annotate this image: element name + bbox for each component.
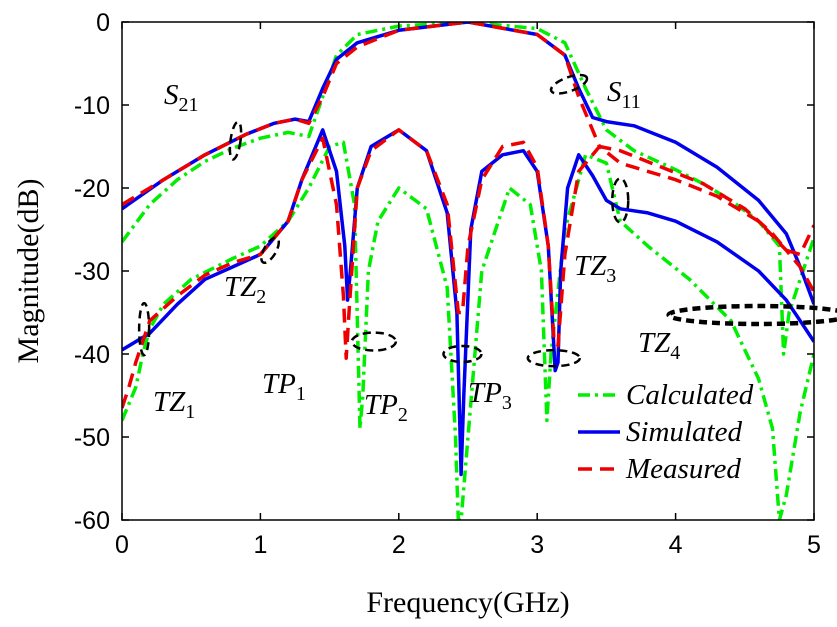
legend: Calculated Simulated Measured bbox=[578, 379, 754, 485]
annotation-tp1: TP1 bbox=[262, 368, 306, 405]
y-tick-label: 0 bbox=[96, 9, 110, 37]
marker-ring bbox=[442, 344, 483, 364]
annotation-layer: S21 S11 TZ1 TZ2 TZ3 TZ4 TP1 TP2 TP3 bbox=[153, 76, 680, 426]
y-tick-label: -30 bbox=[74, 258, 110, 286]
marker-ring bbox=[610, 177, 630, 224]
measured-s21-line bbox=[122, 22, 814, 257]
tick-layer: 0 1 2 3 4 5 0 -10 -20 -30 -40 -50 -60 bbox=[74, 9, 821, 559]
annotation-tz4: TZ4 bbox=[638, 327, 680, 364]
legend-label-measured: Measured bbox=[625, 453, 741, 485]
y-tick-label: -20 bbox=[74, 175, 110, 203]
x-tick-label: 5 bbox=[807, 531, 821, 559]
annotation-tz3: TZ3 bbox=[574, 250, 616, 287]
simulated-s11-line bbox=[122, 128, 814, 477]
y-tick-label: -60 bbox=[74, 507, 110, 535]
x-tick-label: 3 bbox=[530, 531, 544, 559]
y-tick-label: -10 bbox=[74, 92, 110, 120]
x-tick-label: 1 bbox=[253, 531, 267, 559]
y-axis-label: Magnitude(dB) bbox=[12, 179, 45, 364]
y-tick-label: -40 bbox=[74, 341, 110, 369]
annotation-tp2: TP2 bbox=[364, 389, 408, 426]
legend-label-calculated: Calculated bbox=[626, 379, 754, 411]
annotation-tz1: TZ1 bbox=[153, 386, 195, 423]
calculated-s11-line bbox=[122, 140, 814, 520]
marker-ring bbox=[666, 303, 837, 327]
x-tick-label: 2 bbox=[392, 531, 406, 559]
annotation-s21: S21 bbox=[164, 79, 199, 116]
marker-ring bbox=[260, 236, 281, 264]
marker-ring bbox=[228, 120, 243, 161]
measured-s11-line bbox=[122, 128, 814, 409]
marker-ring-layer bbox=[137, 73, 837, 368]
marker-ring bbox=[137, 301, 151, 357]
marker-ring bbox=[549, 73, 589, 95]
x-tick-label: 4 bbox=[669, 531, 683, 559]
annotation-s11: S11 bbox=[607, 76, 641, 113]
annotation-tp3: TP3 bbox=[468, 377, 512, 414]
legend-label-simulated: Simulated bbox=[626, 416, 742, 448]
curve-layer bbox=[122, 22, 814, 520]
annotation-tz2: TZ2 bbox=[224, 271, 266, 308]
marker-ring bbox=[350, 331, 398, 352]
x-axis-label: Frequency(GHz) bbox=[366, 586, 569, 619]
y-tick-label: -50 bbox=[74, 424, 110, 452]
marker-ring bbox=[526, 348, 582, 368]
x-tick-label: 0 bbox=[115, 531, 129, 559]
